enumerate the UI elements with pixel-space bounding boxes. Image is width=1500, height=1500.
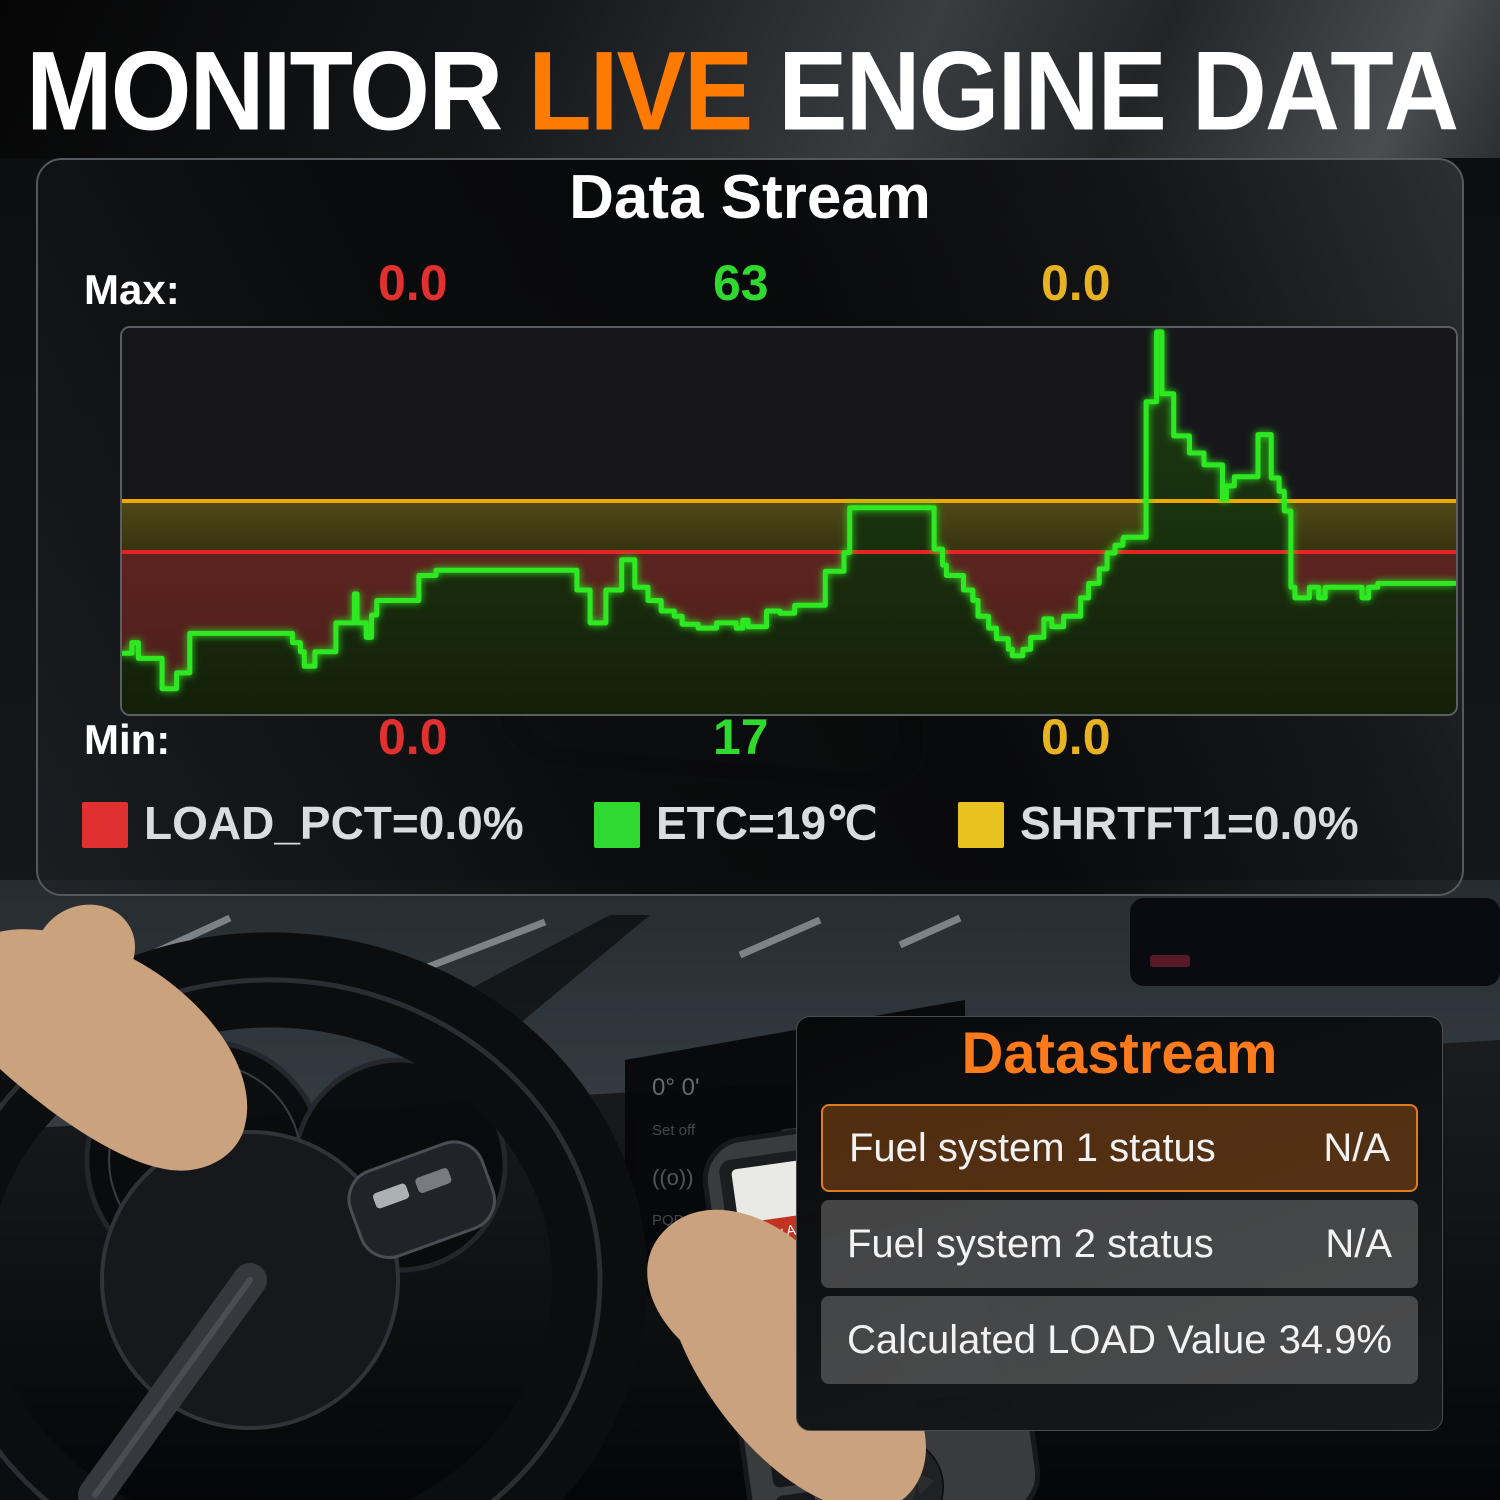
svg-text:((o)): ((o)) [652,1165,694,1190]
svg-text:Set off: Set off [652,1122,696,1139]
svg-text:0° 0': 0° 0' [652,1074,700,1101]
